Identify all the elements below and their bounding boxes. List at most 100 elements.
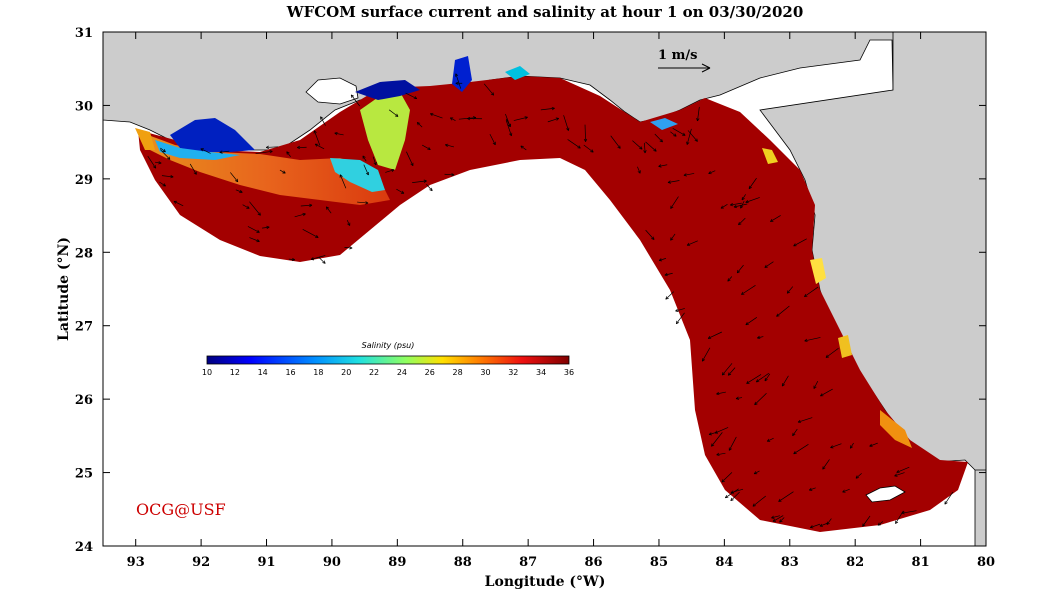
current-vector bbox=[455, 73, 462, 89]
current-vector bbox=[721, 472, 733, 483]
current-vector-head bbox=[752, 505, 756, 507]
current-vector bbox=[540, 107, 555, 111]
current-vector-head bbox=[652, 236, 655, 240]
current-vector-head bbox=[707, 335, 711, 339]
current-vector bbox=[804, 286, 819, 297]
current-vector bbox=[683, 173, 695, 176]
current-vector-head bbox=[240, 189, 243, 193]
current-vector-head bbox=[455, 82, 459, 85]
colorbar-title: Salinity (psu) bbox=[362, 341, 415, 350]
current-vector bbox=[279, 169, 286, 174]
current-vector bbox=[302, 228, 319, 238]
current-vector-head bbox=[673, 135, 677, 137]
current-vector-head bbox=[266, 147, 270, 149]
current-vector-head bbox=[667, 180, 671, 183]
current-vector bbox=[771, 515, 780, 519]
current-vector-head bbox=[757, 337, 761, 340]
current-vector bbox=[896, 466, 910, 473]
current-vector bbox=[716, 452, 726, 456]
current-vector bbox=[727, 276, 733, 282]
current-vector bbox=[334, 132, 344, 136]
current-vector bbox=[850, 442, 854, 449]
salinity-bay-east bbox=[355, 80, 420, 100]
current-vector-head bbox=[416, 122, 419, 126]
keys-islands bbox=[865, 485, 906, 503]
current-vector bbox=[219, 150, 230, 153]
current-vector bbox=[736, 397, 743, 399]
current-vector bbox=[372, 156, 377, 166]
current-vector-head bbox=[391, 168, 395, 171]
current-vector-head bbox=[266, 225, 270, 228]
colorbar-tick-label: 12 bbox=[230, 368, 240, 377]
current-vector-head bbox=[727, 278, 729, 282]
current-vector-head bbox=[702, 359, 706, 362]
current-vector bbox=[767, 437, 774, 442]
current-vector bbox=[676, 312, 685, 324]
current-vector bbox=[772, 515, 784, 522]
current-vector-head bbox=[782, 384, 785, 387]
current-vector-head bbox=[730, 203, 733, 206]
current-vector-head bbox=[753, 471, 757, 474]
current-vector-head bbox=[640, 146, 643, 150]
current-vector bbox=[797, 417, 813, 423]
current-vector-head bbox=[735, 398, 740, 400]
salinity-fringe-tampa bbox=[810, 258, 826, 284]
current-vector-head bbox=[787, 291, 791, 294]
current-vector-head bbox=[617, 146, 621, 149]
current-vector-head bbox=[720, 205, 723, 209]
current-vector-head bbox=[297, 147, 301, 150]
current-vector bbox=[314, 130, 321, 146]
current-vector-head bbox=[776, 313, 779, 317]
current-vector-head bbox=[467, 118, 471, 121]
current-vector-head bbox=[473, 116, 477, 118]
x-tick-label: 80 bbox=[977, 555, 995, 570]
current-vector-head bbox=[686, 242, 690, 246]
x-tick-label: 87 bbox=[519, 555, 537, 570]
current-vector bbox=[412, 180, 427, 183]
colorbar-tick-label: 10 bbox=[202, 368, 212, 377]
current-vector-head bbox=[410, 163, 414, 166]
current-vector-head bbox=[283, 170, 286, 174]
current-vector bbox=[416, 122, 423, 128]
current-vector-head bbox=[391, 169, 395, 173]
current-vector-head bbox=[291, 259, 295, 262]
current-vector bbox=[430, 113, 443, 119]
current-vector bbox=[753, 470, 760, 475]
current-vector-head bbox=[365, 201, 369, 204]
current-vector-head bbox=[670, 206, 674, 209]
current-vector bbox=[584, 124, 586, 142]
current-vector bbox=[567, 139, 581, 149]
current-vector bbox=[288, 258, 295, 261]
current-vector-head bbox=[658, 166, 662, 168]
current-vector-head bbox=[722, 373, 726, 376]
current-vector bbox=[793, 444, 809, 455]
current-vector bbox=[262, 226, 270, 229]
current-vector-head bbox=[302, 212, 306, 215]
current-vector bbox=[155, 161, 162, 164]
current-vector-head bbox=[779, 519, 781, 523]
current-vector bbox=[862, 515, 871, 527]
y-tick-label: 25 bbox=[75, 467, 93, 482]
current-vector bbox=[645, 141, 657, 152]
current-vector-head bbox=[778, 498, 781, 502]
current-vector-head bbox=[793, 451, 796, 454]
current-vector bbox=[426, 184, 433, 192]
current-vector bbox=[746, 374, 762, 384]
current-vector-head bbox=[745, 322, 748, 325]
current-vector-head bbox=[755, 379, 758, 383]
page-title: WFCOM surface current and salinity at ho… bbox=[286, 3, 804, 21]
current-vector bbox=[757, 336, 764, 339]
current-vector-head bbox=[362, 155, 366, 158]
current-vector-head bbox=[675, 308, 678, 312]
current-vector-head bbox=[721, 372, 724, 376]
x-tick-label: 89 bbox=[388, 555, 406, 570]
current-vector-head bbox=[804, 338, 808, 342]
current-vectors bbox=[147, 73, 954, 529]
current-vector-head bbox=[303, 213, 306, 217]
current-vector-head bbox=[665, 296, 668, 300]
current-vector-head bbox=[365, 172, 369, 176]
current-vector bbox=[230, 172, 239, 182]
current-vector-head bbox=[894, 473, 897, 477]
current-vector-head bbox=[658, 164, 662, 167]
current-vector-head bbox=[152, 166, 156, 169]
